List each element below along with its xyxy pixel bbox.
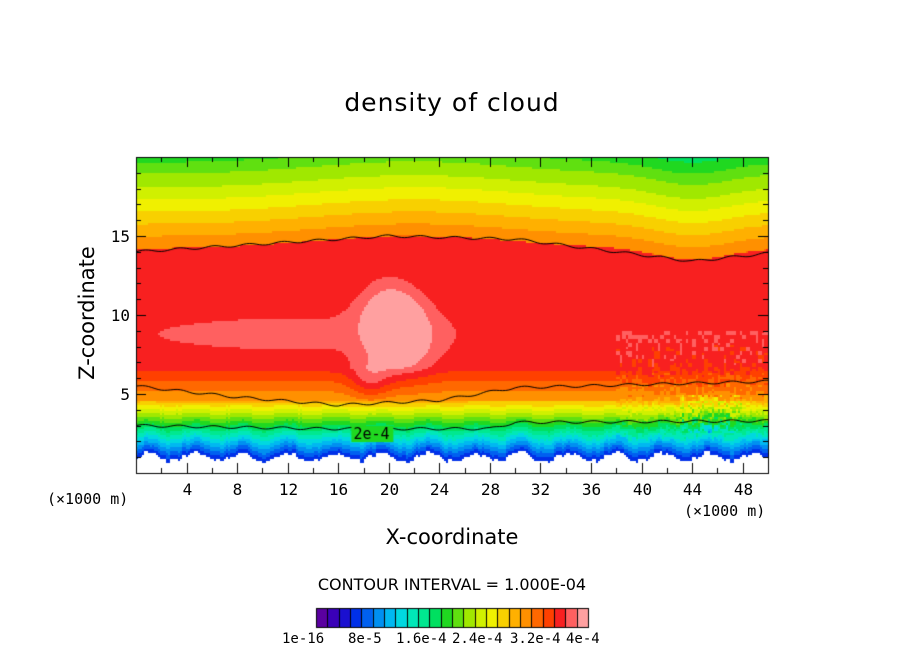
- chart-title: density of cloud: [344, 88, 560, 117]
- x-tick-label: 16: [328, 480, 349, 499]
- x-tick-label: 20: [379, 480, 400, 499]
- colorbar-tick-label: 1.6e-4: [396, 631, 447, 647]
- x-tick-label: 8: [232, 480, 243, 499]
- x-tick-label: 48: [733, 480, 754, 499]
- x-tick-label: 24: [429, 480, 450, 499]
- x-tick-label: 44: [682, 480, 703, 499]
- colorbar-tick-label: 2.4e-4: [452, 631, 503, 647]
- x-tick-label: 32: [530, 480, 551, 499]
- y-tick-label: 5: [120, 384, 130, 404]
- colorbar-tick-label: 3.2e-4: [510, 631, 561, 647]
- x-tick-label: 12: [278, 480, 299, 499]
- y-tick-label: 15: [110, 226, 130, 246]
- contour-interval-text: CONTOUR INTERVAL = 1.000E-04: [317, 575, 587, 594]
- y-tick-label: 10: [110, 305, 130, 325]
- colorbar-tick-label: 1e-16: [282, 631, 325, 647]
- x-tick-label: 28: [480, 480, 501, 499]
- x-tick-label: 4: [182, 480, 193, 499]
- x-unit-label-right: (×1000 m): [684, 502, 766, 520]
- colorbar-tick-label: 4e-4: [566, 631, 600, 647]
- x-unit-label-left: (×1000 m): [47, 490, 129, 508]
- x-tick-label: 40: [632, 480, 653, 499]
- x-tick-label: 36: [581, 480, 602, 499]
- colorbar-tick-label: 8e-5: [348, 631, 382, 647]
- x-axis-label: X-coordinate: [385, 525, 519, 549]
